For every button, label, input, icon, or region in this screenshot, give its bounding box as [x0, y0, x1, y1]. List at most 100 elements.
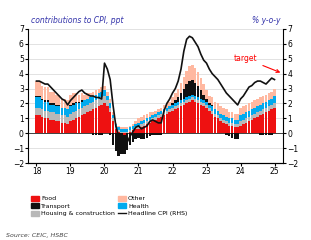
Bar	[171, 97, 174, 103]
Bar	[89, 93, 92, 97]
Bar	[265, 102, 267, 108]
Bar	[143, 115, 146, 120]
Bar	[228, 133, 230, 136]
Bar	[47, 111, 49, 118]
Text: target: target	[234, 54, 279, 72]
Bar	[256, 112, 259, 117]
Bar	[35, 96, 38, 97]
Bar	[228, 123, 230, 126]
Bar	[35, 81, 38, 96]
Bar	[183, 77, 185, 89]
Bar	[69, 107, 72, 114]
Bar	[149, 112, 151, 117]
Bar	[273, 103, 276, 108]
Bar	[265, 133, 267, 135]
Bar	[197, 97, 199, 101]
Bar	[92, 102, 95, 109]
Bar	[129, 132, 131, 133]
Bar	[253, 114, 256, 118]
Bar	[216, 103, 219, 111]
Bar	[117, 132, 120, 133]
Bar	[58, 107, 60, 114]
Bar	[66, 124, 69, 133]
Bar	[245, 118, 248, 123]
Bar	[194, 102, 197, 133]
Bar	[177, 97, 179, 102]
Bar	[78, 103, 80, 109]
Bar	[49, 112, 52, 120]
Bar	[58, 114, 60, 121]
Bar	[140, 127, 143, 133]
Bar	[228, 126, 230, 133]
Bar	[273, 96, 276, 103]
Bar	[95, 90, 97, 95]
Bar	[129, 133, 131, 145]
Bar	[236, 124, 239, 127]
Bar	[126, 132, 128, 133]
Bar	[200, 99, 202, 102]
Bar	[126, 129, 128, 132]
Bar	[200, 102, 202, 105]
Bar	[163, 105, 165, 109]
Bar	[197, 101, 199, 103]
Bar	[114, 129, 117, 133]
Bar	[205, 102, 208, 105]
Bar	[216, 111, 219, 115]
Bar	[100, 133, 103, 135]
Bar	[267, 133, 270, 135]
Bar	[248, 103, 250, 111]
Bar	[123, 129, 126, 132]
Bar	[114, 124, 117, 127]
Text: contributions to CPI, ppt: contributions to CPI, ppt	[30, 16, 123, 25]
Bar	[66, 101, 69, 109]
Bar	[239, 108, 242, 115]
Bar	[214, 102, 216, 109]
Bar	[117, 133, 120, 156]
Bar	[157, 109, 160, 112]
Bar	[168, 107, 171, 109]
Bar	[72, 112, 75, 120]
Bar	[177, 102, 179, 105]
Bar	[132, 129, 134, 130]
Bar	[231, 133, 233, 138]
Bar	[72, 93, 75, 103]
Bar	[188, 102, 191, 133]
Bar	[185, 103, 188, 133]
Bar	[81, 102, 83, 108]
Bar	[157, 118, 160, 133]
Bar	[163, 115, 165, 133]
Bar	[234, 114, 236, 120]
Bar	[245, 105, 248, 112]
Bar	[137, 133, 140, 138]
Bar	[126, 133, 128, 150]
Bar	[81, 108, 83, 115]
Bar	[219, 107, 222, 114]
Bar	[146, 118, 148, 121]
Bar	[143, 133, 146, 139]
Bar	[151, 112, 154, 115]
Bar	[38, 108, 41, 115]
Bar	[109, 133, 111, 135]
Bar	[259, 115, 262, 133]
Bar	[140, 133, 143, 139]
Bar	[236, 114, 239, 120]
Bar	[270, 109, 273, 133]
Bar	[52, 103, 55, 105]
Bar	[78, 117, 80, 133]
Bar	[129, 130, 131, 132]
Bar	[117, 130, 120, 132]
Bar	[265, 108, 267, 112]
Bar	[132, 124, 134, 126]
Bar	[211, 114, 213, 133]
Bar	[236, 133, 239, 139]
Bar	[205, 108, 208, 133]
Bar	[114, 133, 117, 151]
Bar	[143, 123, 146, 126]
Bar	[103, 103, 106, 133]
Bar	[262, 109, 264, 114]
Bar	[188, 99, 191, 102]
Bar	[103, 90, 106, 96]
Bar	[123, 133, 126, 135]
Bar	[69, 114, 72, 121]
Bar	[231, 118, 233, 123]
